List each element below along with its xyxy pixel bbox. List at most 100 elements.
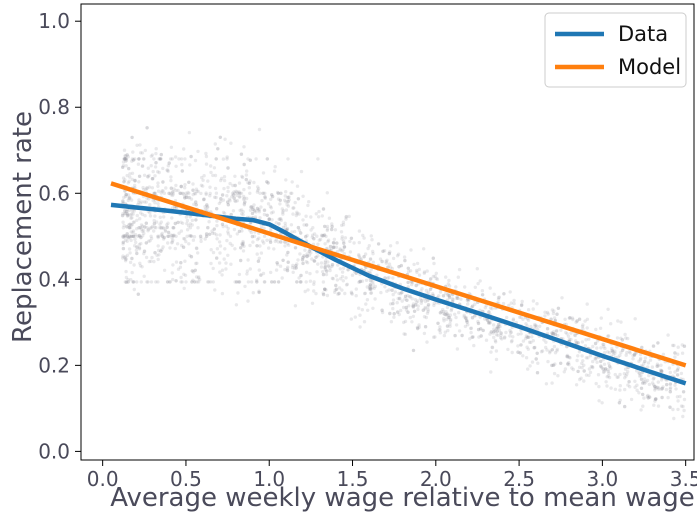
scatter-point [137, 157, 141, 161]
scatter-point [332, 245, 336, 249]
scatter-point [292, 206, 296, 210]
scatter-point [448, 324, 452, 328]
scatter-point [120, 213, 125, 218]
scatter-point [233, 199, 237, 203]
scatter-point [249, 205, 253, 209]
scatter-point [655, 364, 659, 368]
scatter-point [219, 178, 223, 183]
scatter-point [255, 244, 259, 248]
scatter-point [403, 294, 408, 298]
scatter-point [676, 407, 680, 412]
scatter-point [551, 330, 556, 334]
scatter-point [479, 327, 483, 331]
scatter-point [194, 218, 198, 222]
scatter-point [542, 338, 546, 342]
scatter-point [261, 171, 266, 175]
scatter-point [171, 193, 175, 198]
scatter-point [126, 213, 130, 218]
scatter-point [543, 314, 547, 318]
scatter-point [215, 223, 219, 228]
scatter-point [213, 173, 218, 178]
scatter-point [308, 271, 312, 276]
scatter-point [139, 241, 143, 246]
scatter-point [135, 280, 139, 284]
scatter-point [241, 249, 246, 253]
scatter-point [124, 192, 128, 197]
scatter-point [263, 196, 267, 200]
scatter-point [367, 285, 372, 289]
scatter-point [251, 207, 255, 211]
scatter-point [406, 269, 411, 274]
scatter-point [627, 380, 631, 384]
scatter-point [132, 209, 136, 213]
scatter-point [476, 321, 481, 326]
scatter-point [400, 290, 404, 295]
scatter-point [321, 272, 326, 277]
scatter-point [255, 252, 259, 256]
scatter-point [524, 356, 529, 360]
scatter-point [312, 237, 316, 241]
scatter-point [629, 397, 634, 402]
scatter-point [306, 288, 310, 292]
scatter-point [602, 362, 607, 366]
scatter-point [426, 307, 430, 312]
scatter-point [659, 378, 664, 382]
scatter-point [626, 336, 630, 341]
scatter-point [290, 180, 294, 184]
scatter-point [398, 292, 403, 296]
scatter-point [267, 217, 271, 221]
scatter-point [125, 225, 129, 229]
scatter-point [488, 332, 492, 336]
scatter-point [235, 193, 239, 198]
scatter-point [411, 304, 415, 308]
scatter-point [226, 232, 231, 236]
scatter-point [131, 229, 136, 233]
scatter-point [384, 261, 388, 265]
scatter-point [312, 232, 317, 236]
scatter-point [234, 189, 238, 193]
scatter-point [562, 370, 566, 374]
scatter-point [279, 218, 283, 222]
scatter-point [128, 172, 132, 176]
scatter-point [125, 173, 129, 178]
scatter-point [395, 254, 400, 258]
scatter-point [305, 261, 310, 265]
scatter-point [316, 262, 320, 266]
scatter-point [423, 299, 428, 304]
scatter-point [503, 335, 507, 339]
scatter-point [565, 354, 569, 359]
scatter-point [411, 304, 416, 308]
scatter-point [150, 177, 155, 181]
scatter-point [660, 395, 664, 400]
scatter-point [283, 240, 287, 244]
scatter-point [601, 370, 606, 374]
scatter-point [447, 315, 451, 320]
scatter-point [156, 257, 160, 262]
scatter-point [130, 171, 135, 175]
scatter-point [644, 380, 648, 384]
scatter-point [255, 237, 260, 242]
scatter-point [616, 375, 620, 379]
scatter-point [169, 186, 173, 190]
scatter-point [171, 190, 175, 194]
scatter-point [341, 239, 346, 243]
scatter-point [383, 276, 387, 280]
scatter-point [595, 346, 599, 350]
x-tick-label: 2.0 [420, 467, 452, 491]
scatter-point [135, 143, 139, 147]
scatter-point [297, 212, 301, 216]
scatter-point [673, 351, 677, 355]
scatter-point [162, 226, 166, 231]
scatter-point [142, 200, 147, 204]
scatter-point [680, 343, 684, 347]
scatter-point [553, 318, 557, 323]
scatter-point [530, 360, 535, 364]
scatter-point [469, 326, 474, 330]
scatter-point [626, 383, 630, 387]
scatter-point [191, 278, 195, 282]
scatter-point [682, 397, 687, 402]
scatter-point [257, 268, 261, 272]
scatter-point [246, 258, 250, 262]
scatter-point [204, 151, 208, 156]
